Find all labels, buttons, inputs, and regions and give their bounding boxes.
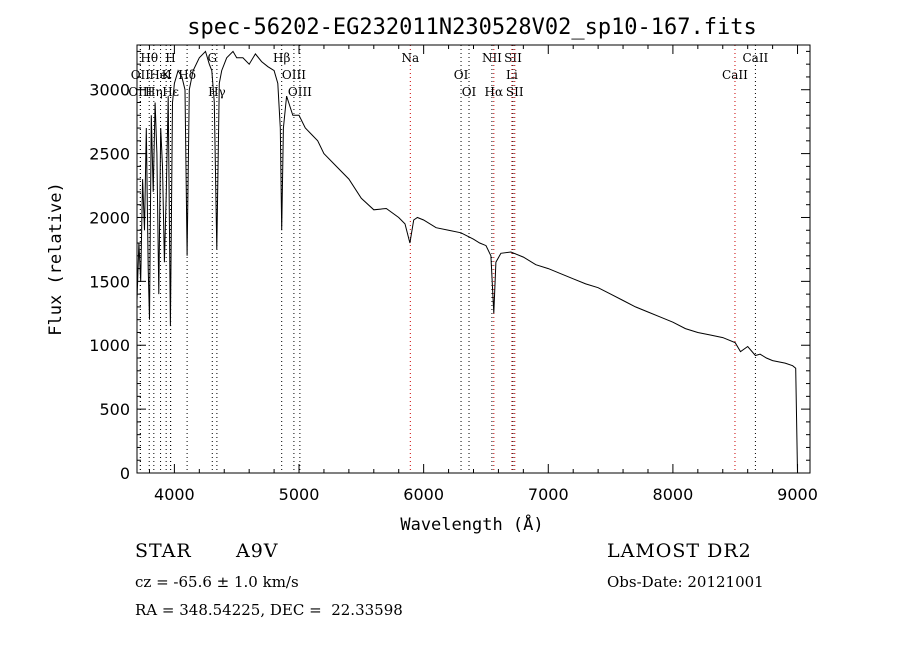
x-tick-label-3: 7000 (528, 485, 569, 504)
marker-label-10: Hγ (208, 85, 226, 99)
marker-label-17: NII (482, 51, 502, 65)
y-tick-label-0: 0 (120, 464, 130, 483)
object-class: STAR (135, 540, 192, 562)
marker-label-16: OI (462, 85, 477, 99)
coordinates: RA = 348.54225, DEC = 22.33598 (135, 601, 403, 619)
marker-label-2: OIII (128, 85, 152, 99)
y-tick-label-6: 3000 (89, 81, 130, 100)
y-tick-label-2: 1000 (89, 336, 130, 355)
marker-label-0: Hθ (140, 51, 158, 65)
marker-label-23: CaII (742, 51, 768, 65)
marker-label-21: SII (506, 85, 524, 99)
x-tick-label-4: 8000 (653, 485, 694, 504)
x-tick-label-0: 4000 (154, 485, 195, 504)
x-axis-label: Wavelength (Å) (400, 513, 543, 535)
spectrum-line (136, 50, 798, 474)
y-tick-label-5: 2500 (89, 145, 130, 164)
y-tick-label-3: 1500 (89, 272, 130, 291)
observation-date: Obs-Date: 20121001 (607, 573, 764, 591)
marker-label-1: OII (131, 68, 151, 82)
marker-label-3: Hη (145, 85, 163, 99)
marker-label-12: OIII (282, 68, 306, 82)
survey-name: LAMOST DR2 (607, 540, 752, 562)
marker-label-19: SII (504, 51, 522, 65)
marker-label-14: Na (401, 51, 419, 65)
marker-label-15: OI (454, 68, 469, 82)
x-tick-label-2: 6000 (403, 485, 444, 504)
y-axis-label: Flux (relative) (46, 182, 66, 336)
x-tick-label-1: 5000 (279, 485, 320, 504)
chart-title: spec-56202-EG232011N230528V02_sp10-167.f… (187, 15, 757, 40)
marker-label-18: Hα (485, 85, 504, 99)
redshift-velocity: cz = -65.6 ± 1.0 km/s (135, 573, 299, 591)
x-tick-label-5: 9000 (777, 485, 818, 504)
marker-label-11: Hβ (273, 51, 290, 65)
axes: 4000 5000 6000 7000 8000 9000 0 500 1000 1500 2000… (89, 45, 818, 504)
marker-label-8: Hε (162, 85, 179, 99)
marker-label-20: Li (506, 68, 518, 82)
marker-label-6: K (162, 68, 172, 82)
object-subclass: A9V (236, 540, 279, 562)
marker-label-4: HeI (149, 68, 172, 82)
marker-label-9: G (207, 51, 217, 65)
y-tick-label-1: 500 (99, 400, 130, 419)
marker-label-13: OIII (288, 85, 312, 99)
plot-frame (136, 44, 811, 474)
marker-label-22: CaII (722, 68, 748, 82)
y-tick-label-4: 2000 (89, 208, 130, 227)
